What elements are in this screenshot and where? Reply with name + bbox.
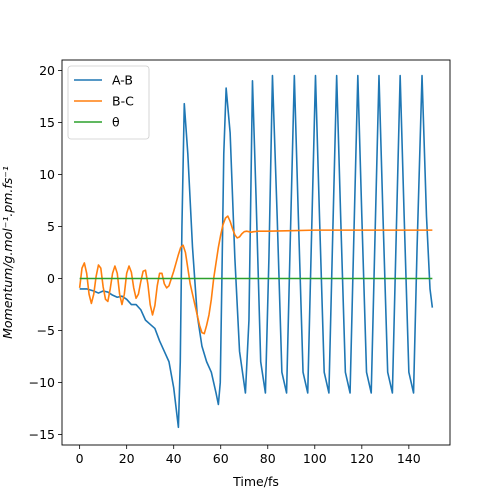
legend: A-B B-C θ xyxy=(67,65,150,140)
x-tick-label: 0 xyxy=(76,451,84,466)
y-tick-label: 10 xyxy=(39,167,55,182)
legend-label: A-B xyxy=(112,73,133,88)
x-tick-label: 120 xyxy=(350,451,374,466)
plot-area xyxy=(78,74,434,429)
y-tick-label: −15 xyxy=(29,427,55,442)
x-axis-label: Time/fs xyxy=(232,474,279,489)
y-tick-label: 5 xyxy=(47,219,55,234)
legend-label: θ xyxy=(112,115,120,130)
axes-frame xyxy=(61,59,451,446)
x-tick-label: 140 xyxy=(397,451,421,466)
legend-box xyxy=(67,65,150,140)
y-tick-label: 20 xyxy=(39,63,55,78)
y-tick-label: 15 xyxy=(39,115,55,130)
x-tick-label: 20 xyxy=(119,451,135,466)
x-tick-label: 80 xyxy=(260,451,276,466)
legend-label: B-C xyxy=(112,94,134,109)
ticks: 0 20 40 60 80 100 120 140 −15 −10 −5 0 5 10 15 20 xyxy=(29,63,421,466)
y-tick-label: −10 xyxy=(29,375,55,390)
y-tick-label: 0 xyxy=(47,271,55,286)
series-line-A-B xyxy=(79,74,434,429)
y-tick-label: −5 xyxy=(37,323,55,338)
y-axis-label: Momentum/g.mol⁻¹.pm.fs⁻¹ xyxy=(0,166,15,339)
x-tick-label: 40 xyxy=(166,451,182,466)
series-line-B-C xyxy=(78,215,433,335)
x-tick-label: 100 xyxy=(303,451,327,466)
x-tick-label: 60 xyxy=(213,451,229,466)
